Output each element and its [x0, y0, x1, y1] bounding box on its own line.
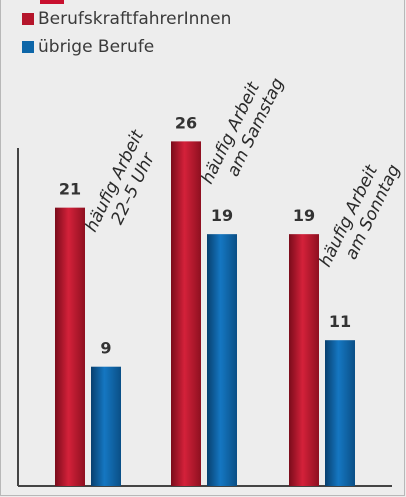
value-label-berufskraftfahrer-3: 19	[293, 206, 315, 225]
value-label-uebrige-2: 19	[211, 206, 233, 225]
value-label-uebrige-3: 11	[329, 312, 351, 331]
bar-uebrige-2	[207, 234, 237, 486]
value-label-berufskraftfahrer-2: 26	[175, 113, 197, 132]
category-label-1: häufig Arbeit22–5 Uhr	[82, 126, 167, 244]
value-label-berufskraftfahrer-1: 21	[59, 180, 81, 199]
legend-swatch-red	[22, 13, 34, 25]
legend-item-berufskraftfahrer: BerufskraftfahrerInnen	[22, 9, 231, 29]
top-accent-bar	[40, 0, 64, 4]
bar-uebrige-1	[91, 366, 121, 486]
bar-uebrige-3	[325, 340, 355, 486]
bar-berufskraftfahrer-3	[289, 234, 319, 486]
legend-label-berufskraftfahrer: BerufskraftfahrerInnen	[38, 9, 232, 29]
bar-berufskraftfahrer-1	[55, 207, 85, 486]
legend-swatch-blue	[22, 41, 34, 53]
bar-berufskraftfahrer-2	[171, 141, 201, 486]
legend-label-uebrige: übrige Berufe	[38, 37, 155, 57]
legend-item-uebrige: übrige Berufe	[22, 37, 154, 57]
category-label-2: häufig Arbeitam Samstag	[198, 66, 289, 196]
category-label-3: häufig Arbeitam Sonntag	[316, 152, 405, 278]
value-label-uebrige-1: 9	[100, 339, 111, 358]
